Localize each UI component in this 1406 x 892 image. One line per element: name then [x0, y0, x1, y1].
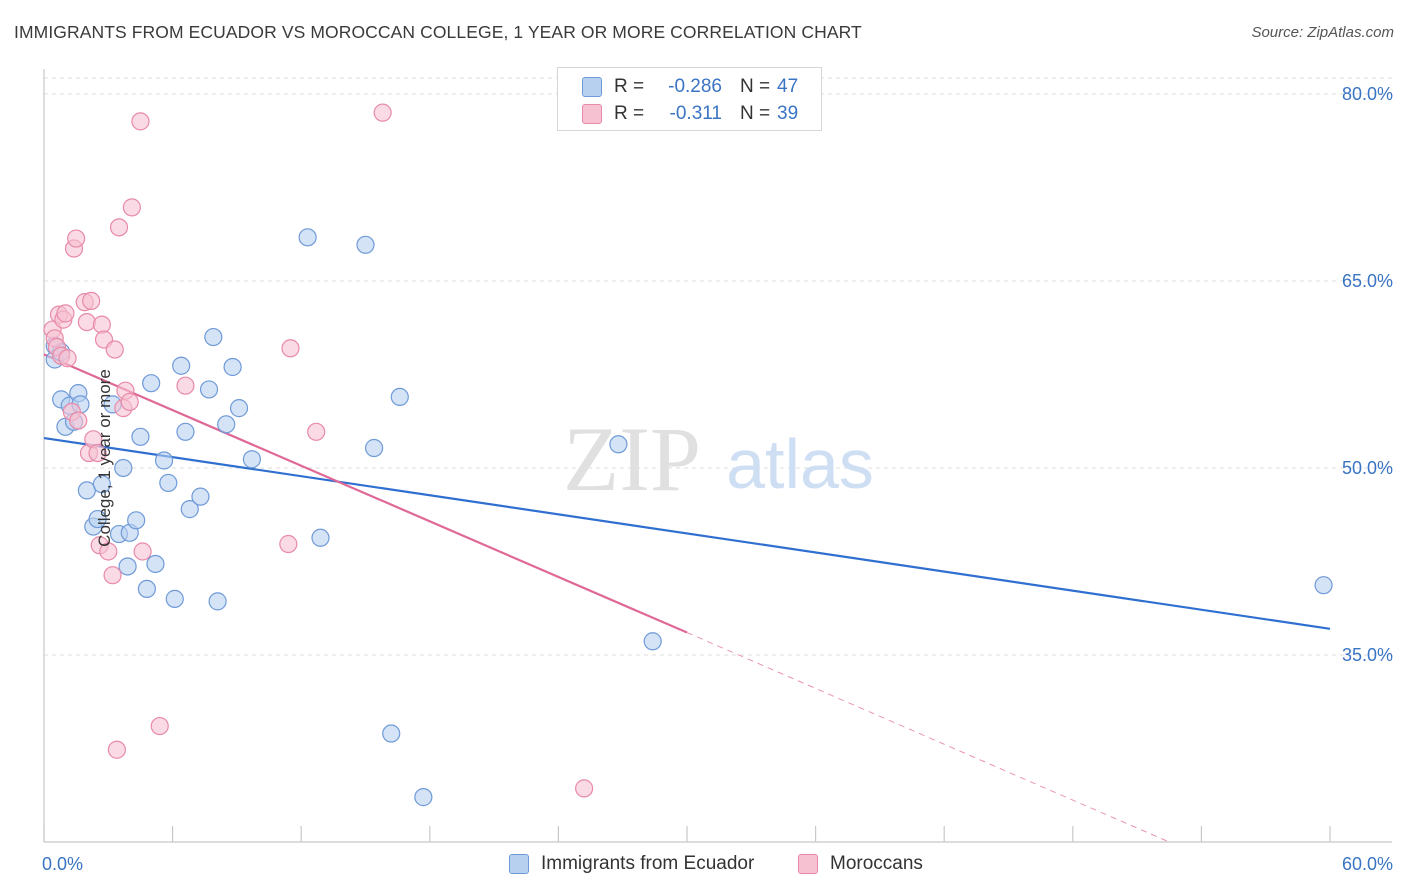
point-moroccans: [69, 411, 88, 430]
watermark-zip: ZIP: [563, 408, 701, 510]
tick-labels: 35.0% 50.0% 65.0% 80.0% 0.0% 60.0%: [42, 84, 1393, 874]
point-moroccans: [56, 304, 75, 323]
chart-title: IMMIGRANTS FROM ECUADOR VS MOROCCAN COLL…: [14, 22, 862, 42]
point-moroccans: [373, 103, 392, 122]
point-ecuador: [154, 451, 174, 470]
trend-line-moroccans-extension: [686, 632, 1170, 843]
legend-n-label: N =: [740, 103, 771, 124]
series-legend-ecuador: Immigrants from Ecuador: [509, 852, 754, 876]
point-ecuador: [204, 327, 223, 347]
point-ecuador: [217, 415, 236, 434]
point-ecuador: [242, 450, 262, 469]
point-moroccans: [307, 422, 326, 441]
point-ecuador: [199, 380, 219, 399]
point-ecuador: [180, 500, 199, 519]
series-name-moroccans: Moroccans: [830, 853, 923, 874]
point-ecuador: [118, 557, 137, 576]
point-ecuador: [92, 475, 111, 494]
trend-line-ecuador: [43, 436, 1331, 630]
y-tick-label: 50.0%: [1342, 458, 1393, 478]
grid-lines: [44, 77, 1392, 656]
legend-n-label: N =: [740, 76, 771, 97]
trend-line-moroccans: [43, 353, 688, 634]
point-moroccans: [107, 740, 126, 759]
point-moroccans: [58, 349, 77, 368]
point-moroccans: [82, 291, 101, 310]
y-axis-label: College, 1 year or more: [94, 369, 114, 547]
series-swatch-moroccans: [798, 854, 818, 874]
point-ecuador: [382, 724, 401, 743]
point-ecuador: [131, 427, 150, 446]
point-moroccans: [575, 779, 594, 798]
point-ecuador: [609, 435, 628, 454]
point-moroccans: [281, 339, 300, 358]
legend-r-label: R =: [614, 103, 645, 124]
watermark-atlas: atlas: [726, 425, 874, 503]
point-ecuador: [127, 511, 146, 530]
point-moroccans: [176, 376, 195, 395]
correlation-legend: R = -0.286 N = 47 R = -0.311 N = 39: [557, 67, 822, 131]
legend-r-value: -0.286: [668, 76, 722, 97]
point-ecuador: [165, 589, 184, 608]
point-ecuador: [356, 235, 375, 254]
point-ecuador: [1314, 576, 1333, 595]
point-moroccans: [99, 542, 118, 561]
point-ecuador: [159, 473, 178, 493]
point-ecuador: [414, 788, 433, 807]
point-ecuador: [364, 438, 384, 458]
point-ecuador: [172, 356, 191, 375]
point-ecuador: [390, 387, 409, 407]
series-name-ecuador: Immigrants from Ecuador: [541, 853, 755, 874]
point-ecuador: [114, 458, 133, 478]
legend-row-ecuador: R = -0.286 N = 47: [582, 74, 798, 100]
point-ecuador: [229, 399, 249, 418]
legend-swatch-moroccans: [582, 104, 602, 124]
series-legend-moroccans: Moroccans: [798, 852, 923, 876]
x-tick-label: 60.0%: [1342, 854, 1393, 874]
y-tick-label: 35.0%: [1342, 645, 1393, 665]
legend-swatch-ecuador: [582, 77, 602, 97]
point-moroccans: [77, 312, 96, 332]
legend-r-label: R =: [614, 76, 645, 97]
series-swatch-ecuador: [509, 854, 529, 874]
x-tick-label: 0.0%: [42, 854, 83, 874]
y-tick-label: 65.0%: [1342, 271, 1393, 291]
y-tick-label: 80.0%: [1342, 84, 1393, 104]
watermark: ZIP atlas: [563, 408, 874, 510]
point-moroccans: [67, 229, 86, 248]
point-moroccans: [105, 340, 124, 359]
point-ecuador: [208, 592, 227, 611]
point-moroccans: [88, 443, 107, 463]
point-moroccans: [103, 566, 122, 585]
point-ecuador: [137, 579, 156, 599]
point-ecuador: [311, 528, 330, 547]
point-ecuador: [643, 632, 662, 651]
axes: [43, 69, 1392, 843]
point-moroccans: [279, 534, 298, 554]
data-points: [43, 103, 1333, 807]
point-moroccans: [133, 542, 152, 561]
legend-row-moroccans: R = -0.311 N = 39: [582, 101, 798, 127]
point-ecuador: [191, 487, 210, 506]
legend-r-value: -0.311: [669, 103, 722, 124]
point-ecuador: [298, 228, 317, 247]
point-moroccans: [122, 198, 141, 217]
legend-n-value: 47: [777, 76, 799, 97]
point-ecuador: [146, 554, 165, 574]
point-moroccans: [150, 716, 169, 736]
point-ecuador: [88, 509, 107, 529]
point-ecuador: [223, 357, 242, 377]
point-moroccans: [109, 218, 129, 237]
trend-lines: [43, 353, 1331, 843]
source-label: Source: ZipAtlas.com: [1251, 24, 1394, 41]
point-ecuador: [142, 374, 161, 393]
point-moroccans: [131, 112, 150, 131]
legend-n-value: 39: [777, 103, 799, 124]
point-moroccans: [92, 315, 111, 334]
point-moroccans: [120, 392, 139, 411]
point-ecuador: [176, 422, 195, 441]
